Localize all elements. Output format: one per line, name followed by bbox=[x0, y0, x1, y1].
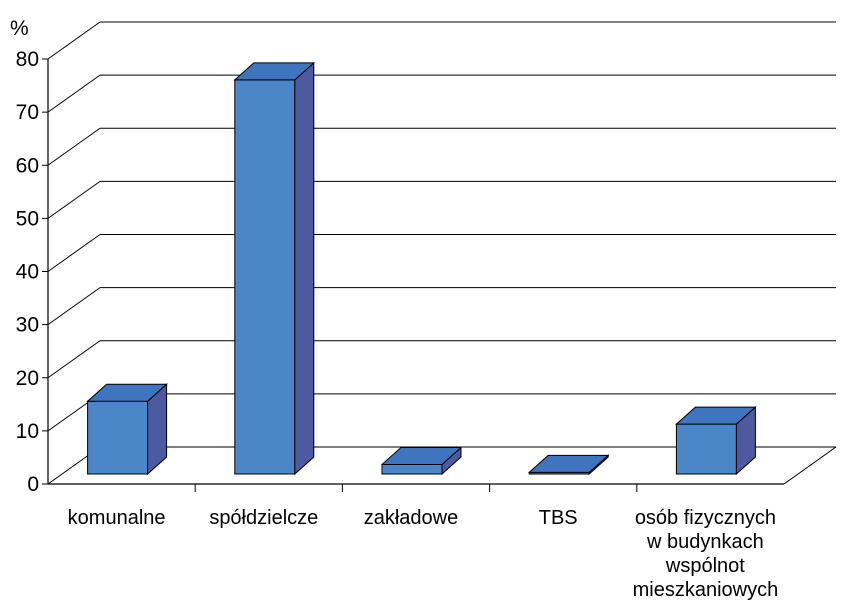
y-tick-label: 40 bbox=[16, 261, 39, 284]
x-tick-label: TBS bbox=[539, 507, 578, 529]
gridline-wall bbox=[47, 127, 101, 166]
y-axis-unit: % bbox=[10, 17, 29, 40]
x-tick-label: spółdzielcze bbox=[209, 507, 318, 529]
gridline-wall bbox=[47, 287, 101, 326]
bar-top bbox=[527, 454, 610, 473]
gridlines bbox=[47, 21, 836, 432]
bar bbox=[380, 446, 463, 476]
x-tick-label: zakładowe bbox=[364, 507, 459, 529]
gridline-wall bbox=[47, 74, 101, 113]
y-tick-label: 60 bbox=[16, 154, 39, 177]
x-tick-label-line: wspólnot bbox=[665, 555, 745, 577]
bar-top bbox=[86, 383, 168, 402]
y-tick-label: 10 bbox=[16, 420, 39, 443]
x-tick-label-line: zakładowe bbox=[364, 507, 459, 529]
bar-front bbox=[381, 463, 443, 475]
gridline-wall bbox=[47, 340, 101, 379]
gridline-wall bbox=[47, 180, 101, 219]
x-tick-label: komunalne bbox=[68, 507, 166, 529]
y-tick-label: 20 bbox=[16, 367, 39, 390]
bar-front bbox=[675, 423, 737, 475]
gridline-wall bbox=[47, 21, 101, 60]
bar bbox=[675, 405, 757, 476]
x-tick-label-line: mieszkaniowych bbox=[633, 579, 779, 601]
bar bbox=[527, 454, 610, 476]
floor-right-edge bbox=[783, 446, 837, 485]
bar-front bbox=[87, 400, 149, 475]
bars bbox=[86, 61, 757, 476]
y-tick-label: 80 bbox=[16, 48, 39, 71]
bar-top bbox=[233, 62, 316, 81]
x-tick-label-line: komunalne bbox=[68, 507, 166, 529]
y-tick-label: 50 bbox=[16, 207, 39, 230]
x-tick-label-line: TBS bbox=[539, 507, 578, 529]
gridline-wall bbox=[47, 234, 101, 272]
y-tick-label: 0 bbox=[27, 473, 39, 496]
bar-front bbox=[234, 79, 296, 475]
x-tick-label-line: spółdzielcze bbox=[209, 507, 318, 529]
bar-side bbox=[294, 61, 315, 476]
x-tick-label-line: osób fizycznych bbox=[635, 507, 776, 529]
y-tick-label: 70 bbox=[16, 101, 39, 124]
bar-top bbox=[675, 406, 757, 425]
x-tick-label: osób fizycznych w budynkach wspólnot mieszk… bbox=[633, 507, 779, 601]
y-tick-label: 30 bbox=[16, 314, 39, 337]
bar bbox=[86, 383, 168, 476]
y-ticks: 0 10 20 30 40 50 60 70 80 bbox=[16, 48, 638, 496]
x-tick-label-line: w budynkach bbox=[646, 531, 764, 553]
bar bbox=[233, 61, 316, 476]
bar-top bbox=[380, 446, 463, 465]
